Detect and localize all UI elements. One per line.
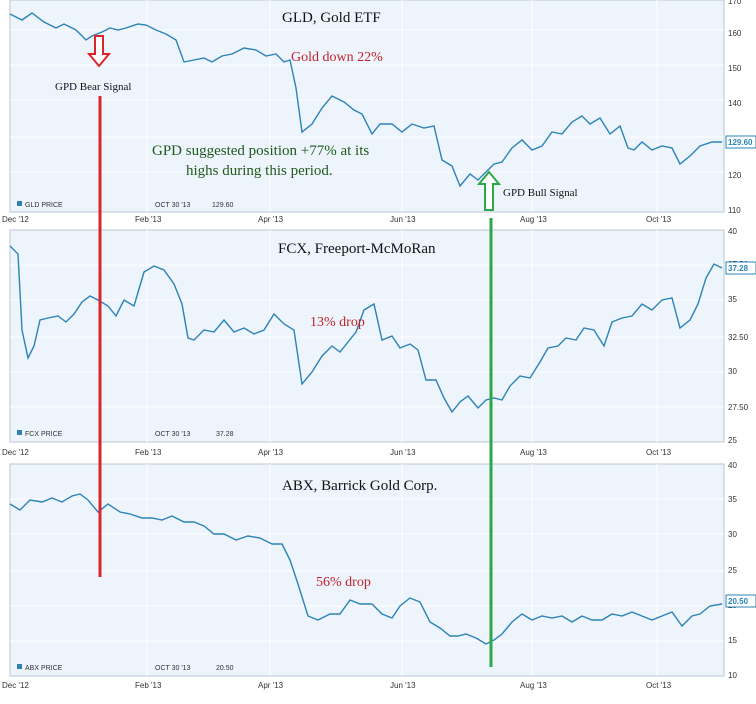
- legend-date: OCT 30 '13: [155, 665, 191, 672]
- y-tick-label: 30: [728, 530, 737, 539]
- last-value-text: 129.60: [728, 138, 753, 147]
- legend-date: OCT 30 '13: [155, 202, 191, 209]
- abx-y-ticks: 10 15 20 25 30 35 40: [728, 461, 737, 680]
- x-tick-label: Apr '13: [258, 448, 284, 457]
- y-tick-label: 150: [728, 64, 742, 73]
- legend-value: 129.60: [212, 202, 234, 209]
- gpd-position-line2: highs during this period.: [186, 163, 333, 179]
- x-tick-label: Feb '13: [135, 448, 162, 457]
- abx-series-line: [9, 493, 723, 645]
- x-tick-label: Aug '13: [520, 448, 547, 457]
- gld-legend: GLD PRICE OCT 30 '13 129.60: [17, 201, 234, 209]
- y-tick-label: 40: [728, 461, 737, 470]
- bear-signal: GPD Bear Signal: [55, 35, 131, 577]
- legend-name: FCX PRICE: [25, 431, 63, 438]
- x-tick-label: Apr '13: [258, 215, 284, 224]
- abx-legend: ABX PRICE OCT 30 '13 20.50: [17, 664, 234, 672]
- gld-last-value-badge: 129.60: [725, 135, 756, 149]
- x-tick-label: Feb '13: [135, 681, 162, 690]
- x-tick-label: Feb '13: [135, 215, 162, 224]
- legend-value: 37.28: [216, 431, 234, 438]
- abx-title: ABX, Barrick Gold Corp.: [282, 478, 437, 494]
- x-tick-label: Aug '13: [520, 681, 547, 690]
- x-tick-label: Jun '13: [390, 681, 416, 690]
- gld-title: GLD, Gold ETF: [282, 10, 381, 26]
- y-tick-label: 140: [728, 99, 742, 108]
- legend-name: ABX PRICE: [25, 665, 63, 672]
- gpd-position-line1: GPD suggested position +77% at its: [152, 143, 369, 159]
- gld-series-line: [9, 12, 722, 188]
- legend-date: OCT 30 '13: [155, 431, 191, 438]
- gold-drop-annotation: Gold down 22%: [291, 50, 383, 65]
- fcx-series-line: [9, 245, 723, 414]
- last-value-text: 20.50: [728, 597, 749, 606]
- x-tick-label: Dec '12: [2, 681, 29, 690]
- bull-signal: GPD Bull Signal: [476, 170, 578, 667]
- fcx-last-value-badge: 37.28: [725, 261, 756, 275]
- bull-signal-label: GPD Bull Signal: [503, 187, 578, 199]
- y-tick-label: 35: [728, 295, 737, 304]
- y-tick-label: 40: [728, 227, 737, 236]
- gld-x-ticks: Dec '12 Feb '13 Apr '13 Jun '13 Aug '13 …: [2, 215, 672, 224]
- x-tick-label: Aug '13: [520, 215, 547, 224]
- bear-arrow-icon: [86, 35, 112, 68]
- y-tick-label: 10: [728, 671, 737, 680]
- fcx-plot-area: [9, 229, 725, 443]
- y-tick-label: 25: [728, 566, 737, 575]
- y-tick-label: 110: [728, 206, 741, 215]
- bull-arrow-icon: [476, 170, 502, 211]
- y-tick-label: 30: [728, 367, 737, 376]
- legend-name: GLD PRICE: [25, 202, 63, 209]
- last-value-text: 37.28: [728, 264, 749, 273]
- abx-plot-area: [9, 463, 725, 677]
- legend-value: 20.50: [216, 665, 234, 672]
- y-tick-label: 15: [728, 636, 737, 645]
- x-tick-label: Oct '13: [646, 448, 672, 457]
- legend-swatch: [17, 430, 22, 435]
- abx-last-value-badge: 20.50: [725, 594, 756, 608]
- x-tick-label: Oct '13: [646, 215, 672, 224]
- y-tick-label: 120: [728, 171, 742, 180]
- y-tick-label: 35: [728, 495, 737, 504]
- x-tick-label: Dec '12: [2, 448, 29, 457]
- y-tick-label: 25: [728, 436, 737, 445]
- fcx-title: FCX, Freeport-McMoRan: [278, 241, 436, 257]
- y-tick-label: 160: [728, 29, 742, 38]
- gridlines: [10, 0, 724, 676]
- legend-swatch: [17, 664, 22, 669]
- fcx-legend: FCX PRICE OCT 30 '13 37.28: [17, 430, 234, 438]
- legend-swatch: [17, 201, 22, 206]
- x-tick-label: Apr '13: [258, 681, 284, 690]
- y-tick-label: 32.50: [728, 333, 749, 342]
- fcx-drop-annotation: 13% drop: [310, 315, 365, 330]
- gld-y-ticks: 110 120 130 140 150 160 170: [728, 0, 742, 215]
- abx-x-ticks: Dec '12 Feb '13 Apr '13 Jun '13 Aug '13 …: [2, 681, 672, 690]
- bear-signal-label: GPD Bear Signal: [55, 81, 131, 93]
- y-tick-label: 170: [728, 0, 742, 6]
- x-tick-label: Dec '12: [2, 215, 29, 224]
- y-tick-label: 27.50: [728, 403, 749, 412]
- x-tick-label: Jun '13: [390, 448, 416, 457]
- gld-plot-area: [9, 0, 725, 213]
- fcx-x-ticks: Dec '12 Feb '13 Apr '13 Jun '13 Aug '13 …: [2, 448, 672, 457]
- x-tick-label: Jun '13: [390, 215, 416, 224]
- fcx-y-ticks: 25 27.50 30 32.50 35 37.50 40: [728, 227, 749, 445]
- abx-drop-annotation: 56% drop: [316, 575, 371, 590]
- x-tick-label: Oct '13: [646, 681, 672, 690]
